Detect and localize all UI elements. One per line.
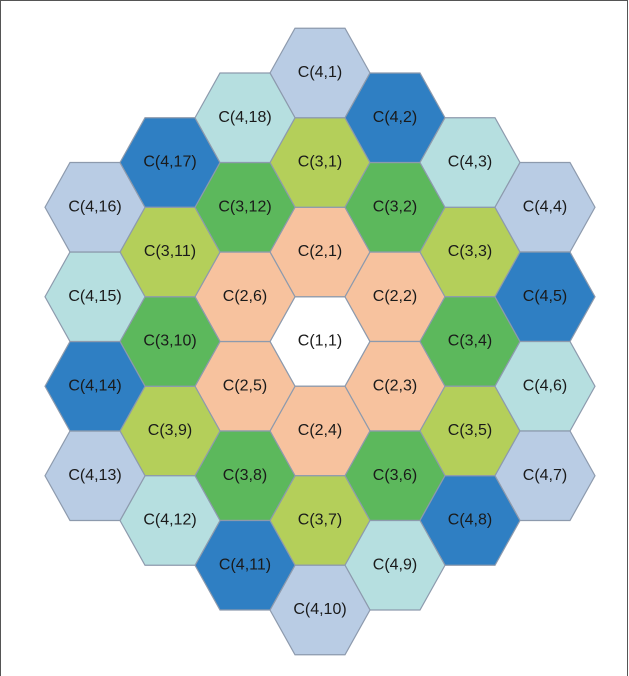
cell-label: C(3,7) xyxy=(298,512,342,529)
cell-label: C(3,6) xyxy=(373,467,417,484)
cell-label: C(3,11) xyxy=(144,243,196,260)
cell-label: C(3,5) xyxy=(448,422,492,439)
cell-label: C(4,16) xyxy=(68,198,121,215)
cell-label: C(2,4) xyxy=(298,422,342,439)
cell-label: C(4,14) xyxy=(68,377,121,394)
cell-label: C(4,12) xyxy=(143,512,196,529)
cell-label: C(4,1) xyxy=(298,64,342,81)
cell-label: C(2,5) xyxy=(223,377,267,394)
cell-label: C(2,6) xyxy=(223,288,267,305)
cell-label: C(3,12) xyxy=(218,198,271,215)
cell-label: C(4,11) xyxy=(219,556,271,573)
cell-label: C(4,3) xyxy=(448,154,492,171)
cell-label: C(4,18) xyxy=(218,109,271,126)
cell-label: C(4,5) xyxy=(523,288,567,305)
cell-label: C(2,1) xyxy=(298,243,342,260)
cell-label: C(3,8) xyxy=(223,467,267,484)
cell-label: C(4,17) xyxy=(143,154,196,171)
cell-label: C(3,1) xyxy=(298,154,342,171)
cell-label: C(4,8) xyxy=(448,512,492,529)
cell-label: C(4,15) xyxy=(68,288,121,305)
hex-cell xyxy=(194,72,296,164)
cell-label: C(4,10) xyxy=(293,601,346,618)
cell-label: C(2,3) xyxy=(373,377,417,394)
cell-label: C(4,4) xyxy=(523,198,567,215)
cell-label: C(1,1) xyxy=(298,333,342,350)
cell-label: C(4,9) xyxy=(373,556,417,573)
cell-label: C(4,2) xyxy=(373,109,417,126)
cell-label: C(4,6) xyxy=(523,377,567,394)
cell-label: C(3,3) xyxy=(448,243,492,260)
cell-label: C(3,10) xyxy=(143,333,196,350)
cell-label: C(3,4) xyxy=(448,333,492,350)
cell-label: C(3,9) xyxy=(148,422,192,439)
cell-label: C(4,13) xyxy=(68,467,121,484)
cell-label: C(4,7) xyxy=(523,467,567,484)
cell-label: C(2,2) xyxy=(373,288,417,305)
cell-label: C(3,2) xyxy=(373,198,417,215)
